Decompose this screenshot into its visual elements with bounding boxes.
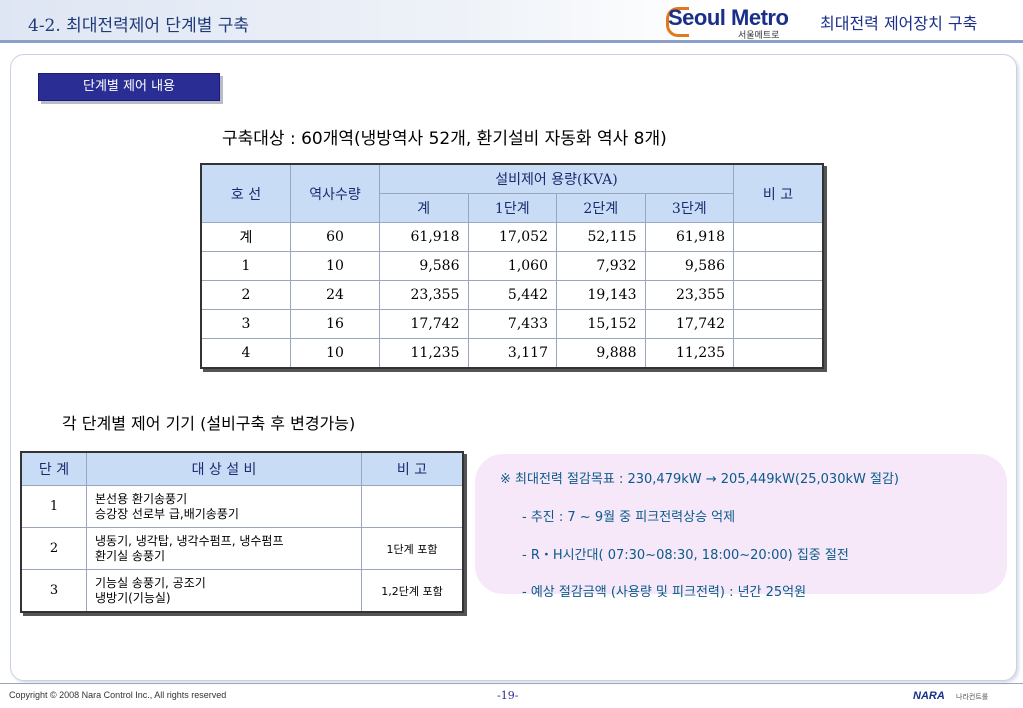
- cell-equipment: 냉동기, 냉각탑, 냉각수펌프, 냉수펌프 환기실 송풍기: [86, 527, 362, 570]
- cell-step3: 61,918: [644, 222, 734, 252]
- savings-period: - 추진 : 7 ~ 9월 중 피크전력상승 억제: [522, 510, 736, 525]
- nara-logo-sub: 나라컨트롤: [956, 693, 989, 701]
- seoul-metro-logo: Seoul Metro 서울메트로: [666, 5, 820, 41]
- cell-remark: [733, 280, 824, 310]
- section-tag: 단계별 제어 내용: [38, 73, 220, 101]
- table-row: 1 본선용 환기송풍기 승강장 선로부 급,배기송풍기: [20, 485, 464, 528]
- equipment-line: 냉동기, 냉각탑, 냉각수펌프, 냉수펌프: [95, 533, 284, 548]
- equipment-line: 승강장 선로부 급,배기송풍기: [95, 506, 239, 521]
- cell-remark: 1,2단계 포함: [361, 569, 464, 613]
- cell-stations: 60: [290, 222, 380, 252]
- savings-callout: [475, 454, 1007, 594]
- equipment-line: 본선용 환기송풍기: [95, 491, 188, 506]
- col-step: 단 계: [20, 451, 87, 486]
- cell-line: 계: [200, 222, 291, 252]
- project-title: 최대전력 제어장치 구축: [820, 14, 978, 33]
- table-row: 1 10 9,586 1,060 7,932 9,586: [200, 251, 824, 281]
- target-heading: 구축대상 : 60개역(냉방역사 52개, 환기설비 자동화 역사 8개): [222, 129, 667, 149]
- copyright: Copyright © 2008 Nara Control Inc., All …: [9, 690, 227, 700]
- capacity-table: 호 선 역사수량 설비제어 용량(KVA) 비 고 계 1단계 2단계 3단계 …: [200, 163, 824, 369]
- page-number: -19-: [497, 689, 519, 702]
- equipment-line: 환기실 송풍기: [95, 548, 166, 563]
- cell-remark: [733, 309, 824, 339]
- cell-step3: 17,742: [644, 309, 734, 339]
- savings-peak-hours: - R・H시간대( 07:30~08:30, 18:00~20:00) 집중 절…: [522, 548, 849, 563]
- cell-remark: 1단계 포함: [361, 527, 464, 570]
- table-row: 2 냉동기, 냉각탑, 냉각수펌프, 냉수펌프 환기실 송풍기 1단계 포함: [20, 527, 464, 570]
- cell-step2: 19,143: [556, 280, 646, 310]
- footer-divider: [0, 683, 1023, 684]
- table-row: 계 60 61,918 17,052 52,115 61,918: [200, 222, 824, 252]
- cell-step: 1: [20, 485, 87, 528]
- cell-step3: 11,235: [644, 338, 734, 369]
- cell-step2: 9,888: [556, 338, 646, 369]
- logo-swoosh-icon: [666, 7, 689, 37]
- cell-line: 3: [200, 309, 291, 339]
- cell-step: 3: [20, 569, 87, 613]
- header-divider: [0, 40, 1023, 43]
- cell-step2: 7,932: [556, 251, 646, 281]
- cell-total: 11,235: [379, 338, 469, 369]
- cell-step2: 15,152: [556, 309, 646, 339]
- cell-stations: 10: [290, 251, 380, 281]
- cell-step3: 9,586: [644, 251, 734, 281]
- table-row: 3 16 17,742 7,433 15,152 17,742: [200, 309, 824, 339]
- logo-text: Seoul Metro: [668, 5, 789, 30]
- cell-step2: 52,115: [556, 222, 646, 252]
- cell-line: 2: [200, 280, 291, 310]
- cell-step1: 3,117: [467, 338, 557, 369]
- cell-total: 17,742: [379, 309, 469, 339]
- cell-remark: [733, 251, 824, 281]
- table-row: 2 24 23,355 5,442 19,143 23,355: [200, 280, 824, 310]
- savings-target: ※ 최대전력 절감목표 : 230,479kW → 205,449kW(25,0…: [500, 472, 899, 487]
- equipment-table: 단 계 대 상 설 비 비 고 1 본선용 환기송풍기 승강장 선로부 급,배기…: [20, 451, 464, 613]
- cell-total: 61,918: [379, 222, 469, 252]
- col-step3: 3단계: [644, 193, 734, 223]
- cell-remark: [361, 485, 464, 528]
- cell-stations: 10: [290, 338, 380, 369]
- cell-step1: 1,060: [467, 251, 557, 281]
- cell-line: 1: [200, 251, 291, 281]
- table-row: 3 기능실 송풍기, 공조기 냉방기(기능실) 1,2단계 포함: [20, 569, 464, 613]
- cell-equipment: 기능실 송풍기, 공조기 냉방기(기능실): [86, 569, 362, 613]
- logo-subtext: 서울메트로: [738, 31, 780, 41]
- equipment-line: 기능실 송풍기, 공조기: [95, 575, 206, 590]
- cell-step1: 7,433: [467, 309, 557, 339]
- col-total: 계: [379, 193, 469, 223]
- savings-amount: - 예상 절감금액 (사용량 및 피크전력) : 년간 25억원: [522, 585, 807, 600]
- col-step2: 2단계: [556, 193, 646, 223]
- table-row: 4 10 11,235 3,117 9,888 11,235: [200, 338, 824, 369]
- cell-stations: 24: [290, 280, 380, 310]
- nara-logo: NARA: [913, 690, 945, 702]
- cell-stations: 16: [290, 309, 380, 339]
- col-remark: 비 고: [733, 163, 824, 223]
- cell-step: 2: [20, 527, 87, 570]
- col-remark: 비 고: [361, 451, 464, 486]
- page-title: 4-2. 최대전력제어 단계별 구축: [28, 16, 250, 36]
- cell-line: 4: [200, 338, 291, 369]
- col-capacity: 설비제어 용량(KVA): [379, 163, 734, 194]
- cell-step3: 23,355: [644, 280, 734, 310]
- col-line: 호 선: [200, 163, 291, 223]
- cell-total: 23,355: [379, 280, 469, 310]
- col-stations: 역사수량: [290, 163, 380, 223]
- cell-step1: 5,442: [467, 280, 557, 310]
- equipment-line: 냉방기(기능실): [95, 590, 171, 605]
- cell-remark: [733, 222, 824, 252]
- cell-step1: 17,052: [467, 222, 557, 252]
- cell-total: 9,586: [379, 251, 469, 281]
- cell-equipment: 본선용 환기송풍기 승강장 선로부 급,배기송풍기: [86, 485, 362, 528]
- equipment-heading: 각 단계별 제어 기기 (설비구축 후 변경가능): [62, 414, 356, 433]
- col-equipment: 대 상 설 비: [86, 451, 362, 486]
- col-step1: 1단계: [467, 193, 557, 223]
- header-bar: [0, 0, 1023, 42]
- cell-remark: [733, 338, 824, 369]
